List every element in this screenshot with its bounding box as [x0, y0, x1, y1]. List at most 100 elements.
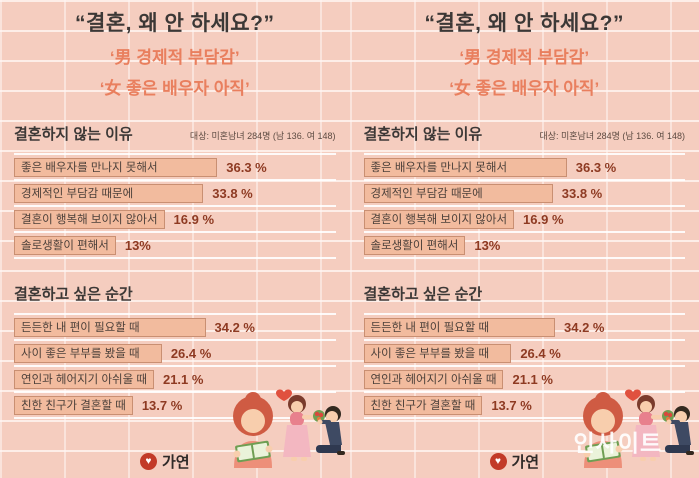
bar-value: 13.7 %: [491, 397, 532, 413]
bar-value: 26.4 %: [520, 345, 561, 361]
bar-value: 36.3 %: [575, 159, 617, 175]
bar-label: 좋은 배우자를 만나지 못해서: [21, 162, 158, 174]
subtitle-women: ‘女 좋은 배우자 아직’: [99, 79, 250, 98]
bar-label: 사이 좋은 부부를 봤을 때: [21, 348, 140, 360]
chart-header: 결혼하지 않는 이유 대상: 미혼남녀 284명 (남 136. 여 148): [14, 123, 336, 144]
section-title-moments: 결혼하고 싶은 순간: [14, 286, 133, 303]
bar: 좋은 배우자를 만나지 못해서: [14, 157, 218, 177]
bar: 경제적인 부담감 때문에: [14, 183, 204, 203]
heart-icon: [275, 389, 292, 401]
bar-row: 연인과 헤어지기 아쉬울 때 21.1 %: [363, 367, 685, 393]
chart-header: 결혼하고 싶은 순간: [364, 283, 686, 304]
bar-list: 좋은 배우자를 만나지 못해서 36.3 % 경제적인 부담감 때문에 33.8…: [363, 153, 685, 259]
bar-label: 솔로생활이 편해서: [370, 240, 459, 252]
bar-label: 좋은 배우자를 만나지 못해서: [370, 162, 508, 174]
bar: 친한 친구가 결혼할 때: [363, 395, 483, 415]
subtitle-men: ‘男 경제적 부담감’: [459, 48, 590, 67]
bar-value: 26.4 %: [170, 345, 212, 361]
bar-label: 친한 친구가 결혼할 때: [370, 400, 476, 412]
bar-value: 21.1 %: [512, 371, 553, 387]
bar: 든든한 내 편이 필요할 때: [14, 317, 206, 337]
gayeon-logo-text: 가연: [162, 454, 190, 471]
bar-value: 36.3 %: [226, 159, 267, 175]
bar-label: 든든한 내 편이 필요할 때: [21, 322, 140, 334]
bar-row: 좋은 배우자를 만나지 못해서 36.3 %: [14, 155, 336, 181]
bar-list: 좋은 배우자를 만나지 못해서 36.3 % 경제적인 부담감 때문에 33.8…: [14, 153, 336, 259]
heart-icon: [625, 389, 641, 401]
bar-list: 든든한 내 편이 필요할 때 34.2 % 사이 좋은 부부를 봤을 때 26.…: [14, 313, 336, 419]
chart-reasons-not-marrying: 결혼하지 않는 이유 대상: 미혼남녀 284명 (남 136. 여 148) …: [14, 123, 336, 259]
bar-row: 결혼이 행복해 보이지 않아서 16.9 %: [14, 207, 336, 233]
bar-row: 든든한 내 편이 필요할 때 34.2 %: [14, 315, 336, 341]
section-title-moments: 결혼하고 싶은 순간: [363, 286, 483, 303]
bar: 연인과 헤어지기 아쉬울 때: [363, 369, 504, 389]
bar: 결혼이 행복해 보이지 않아서: [363, 209, 515, 229]
bar: 친한 친구가 결혼할 때: [14, 395, 133, 415]
bar-value: 13.7 %: [141, 397, 183, 413]
bar-row: 사이 좋은 부부를 봤을 때 26.4 %: [363, 341, 685, 367]
bar-label: 결혼이 행복해 보이지 않아서: [21, 214, 158, 226]
insight-watermark: 인사이트: [573, 430, 663, 456]
bar-label: 솔로생활이 편해서: [21, 240, 109, 252]
infographic-panel: “결혼, 왜 안 하세요?” ‘男 경제적 부담감’ ‘女 좋은 배우자 아직’…: [350, 0, 699, 478]
bar-value: 13%: [124, 237, 151, 253]
bar-row: 사이 좋은 부부를 봤을 때 26.4 %: [14, 341, 336, 367]
bar-row: 친한 친구가 결혼할 때 13.7 %: [363, 393, 685, 419]
proposal-couple-illustration: [625, 389, 694, 461]
bar-value: 16.9 %: [173, 211, 215, 227]
bar-label: 사이 좋은 부부를 봤을 때: [370, 348, 490, 360]
bar-label: 연인과 헤어지기 아쉬울 때: [370, 374, 497, 386]
bar-value: 21.1 %: [162, 371, 204, 387]
section-title-reasons: 결혼하지 않는 이유: [14, 126, 133, 143]
gayeon-logo: ♥ 가연: [140, 451, 190, 472]
bar-row: 솔로생활이 편해서 13%: [14, 233, 336, 259]
bar-value: 33.8 %: [561, 185, 603, 201]
chart-moments-wanting-marriage: 결혼하고 싶은 순간 든든한 내 편이 필요할 때 34.2 % 사이 좋은 부…: [14, 283, 336, 419]
chart-header: 결혼하지 않는 이유 대상: 미혼남녀 284명 (남 136. 여 148): [364, 123, 686, 144]
bar-label: 결혼이 행복해 보이지 않아서: [370, 214, 508, 226]
gayeon-logo-text: 가연: [511, 454, 540, 471]
bar-row: 연인과 헤어지기 아쉬울 때 21.1 %: [14, 367, 336, 393]
bar: 결혼이 행복해 보이지 않아서: [14, 209, 165, 229]
chart-reasons-not-marrying: 결혼하지 않는 이유 대상: 미혼남녀 284명 (남 136. 여 148) …: [363, 123, 686, 259]
reading-woman-illustration: [233, 392, 273, 468]
gayeon-logo: ♥ 가연: [489, 451, 540, 472]
survey-note: 대상: 미혼남녀 284명 (남 136. 여 148): [539, 131, 685, 141]
reading-woman-illustration: [582, 392, 623, 468]
bar-row: 친한 친구가 결혼할 때 13.7 %: [14, 393, 336, 419]
bar-list: 든든한 내 편이 필요할 때 34.2 % 사이 좋은 부부를 봤을 때 26.…: [363, 313, 685, 419]
gayeon-logo-badge-icon: ♥: [489, 453, 507, 470]
bar-label: 경제적인 부담감 때문에: [21, 188, 134, 200]
bar-label: 연인과 헤어지기 아쉬울 때: [21, 374, 147, 386]
infographic-panel: “결혼, 왜 안 하세요?” ‘男 경제적 부담감’ ‘女 좋은 배우자 아직’…: [7, 0, 345, 478]
bar: 좋은 배우자를 만나지 못해서: [363, 157, 567, 177]
chart-header: 결혼하고 싶은 순간: [14, 283, 336, 304]
bar-value: 34.2 %: [564, 319, 605, 335]
subtitle-men: ‘男 경제적 부담감’: [109, 48, 240, 67]
bar-value: 13%: [474, 237, 501, 253]
bar: 든든한 내 편이 필요할 때: [363, 317, 556, 337]
bar-label: 든든한 내 편이 필요할 때: [370, 322, 490, 334]
chart-moments-wanting-marriage: 결혼하고 싶은 순간 든든한 내 편이 필요할 때 34.2 % 사이 좋은 부…: [363, 283, 686, 419]
bar-row: 든든한 내 편이 필요할 때 34.2 %: [363, 315, 685, 341]
bar-row: 경제적인 부담감 때문에 33.8 %: [363, 181, 685, 207]
bar: 경제적인 부담감 때문에: [363, 183, 553, 203]
survey-note: 대상: 미혼남녀 284명 (남 136. 여 148): [189, 131, 336, 141]
bar: 사이 좋은 부부를 봤을 때: [14, 343, 162, 363]
bar-value: 33.8 %: [212, 185, 253, 201]
proposal-couple-illustration: [275, 389, 345, 461]
bar: 솔로생활이 편해서: [363, 235, 466, 255]
bar: 솔로생활이 편해서: [14, 235, 116, 255]
gayeon-logo-badge-icon: ♥: [140, 453, 157, 470]
page-title: “결혼, 왜 안 하세요?”: [75, 12, 275, 35]
page-title: “결혼, 왜 안 하세요?”: [424, 12, 624, 35]
bar: 사이 좋은 부부를 봤을 때: [363, 343, 512, 363]
bar-value: 16.9 %: [523, 211, 564, 227]
bar: 연인과 헤어지기 아쉬울 때: [14, 369, 154, 389]
bar-label: 친한 친구가 결혼할 때: [21, 400, 126, 412]
bar-row: 결혼이 행복해 보이지 않아서 16.9 %: [363, 207, 685, 233]
bar-value: 34.2 %: [214, 319, 255, 335]
bar-row: 솔로생활이 편해서 13%: [363, 233, 685, 259]
bar-label: 경제적인 부담감 때문에: [370, 188, 483, 200]
